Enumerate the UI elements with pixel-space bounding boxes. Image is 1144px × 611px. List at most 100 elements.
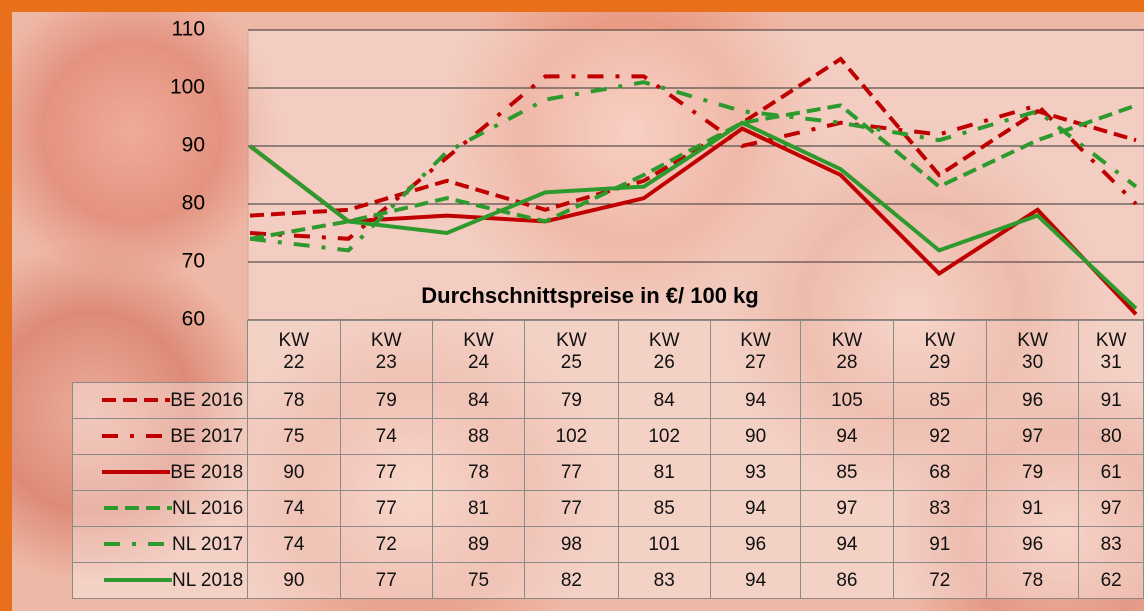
value-cell: 80 (1079, 419, 1144, 455)
legend-label: BE 2017 (170, 426, 243, 447)
value-cell: 89 (432, 527, 524, 563)
value-cell: 77 (340, 455, 432, 491)
value-cell: 97 (986, 419, 1078, 455)
value-cell: 68 (893, 455, 986, 491)
category-label: KW 25 (554, 330, 588, 374)
legend-cell: BE 2016 (73, 383, 248, 419)
value-cell: 91 (986, 491, 1078, 527)
category-label: KW 29 (923, 330, 957, 374)
value-cell: 96 (710, 527, 800, 563)
legend-cell: BE 2017 (73, 419, 248, 455)
value-cell: 78 (986, 563, 1078, 599)
value-cell: 90 (248, 455, 340, 491)
data-table: KW 22 KW 23 KW 24 KW 25 KW 26 KW 27 KW 28 KW 29… (72, 320, 1144, 599)
y-tick-label: 100 (170, 76, 205, 99)
value-cell: 93 (710, 455, 800, 491)
value-cell: 83 (1079, 527, 1144, 563)
value-cell: 105 (801, 383, 893, 419)
value-cell: 77 (525, 455, 618, 491)
y-tick-label: 80 (182, 192, 205, 215)
value-cell: 78 (432, 455, 524, 491)
value-cell: 72 (340, 527, 432, 563)
legend-swatch (102, 538, 172, 550)
value-cell: 92 (893, 419, 986, 455)
value-cell: 79 (525, 383, 618, 419)
value-cell: 86 (801, 563, 893, 599)
value-cell: 79 (986, 455, 1078, 491)
category-label: KW 28 (830, 330, 864, 374)
value-cell: 72 (893, 563, 986, 599)
category-cell: KW 26 (618, 321, 710, 383)
legend-label: NL 2016 (172, 498, 243, 519)
category-cell: KW 22 (248, 321, 340, 383)
value-cell: 82 (525, 563, 618, 599)
category-label: KW 22 (277, 330, 311, 374)
value-cell: 77 (340, 491, 432, 527)
legend-cell: BE 2018 (73, 455, 248, 491)
legend-label: BE 2016 (170, 390, 243, 411)
legend-cell: NL 2018 (73, 563, 248, 599)
value-cell: 81 (432, 491, 524, 527)
category-label: KW 27 (739, 330, 773, 374)
value-cell: 97 (1079, 491, 1144, 527)
value-cell: 85 (618, 491, 710, 527)
value-cell: 102 (618, 419, 710, 455)
category-cell: KW 24 (432, 321, 524, 383)
value-cell: 98 (525, 527, 618, 563)
value-cell: 85 (893, 383, 986, 419)
value-cell: 96 (986, 527, 1078, 563)
value-cell: 83 (893, 491, 986, 527)
value-cell: 94 (710, 563, 800, 599)
value-cell: 96 (986, 383, 1078, 419)
category-label: KW 24 (462, 330, 496, 374)
value-cell: 62 (1079, 563, 1144, 599)
value-cell: 102 (525, 419, 618, 455)
category-cell: KW 30 (986, 321, 1078, 383)
value-cell: 75 (248, 419, 340, 455)
value-cell: 75 (432, 563, 524, 599)
value-cell: 81 (618, 455, 710, 491)
corner (73, 321, 248, 383)
category-label: KW 31 (1094, 330, 1128, 374)
value-cell: 90 (710, 419, 800, 455)
category-cell: KW 23 (340, 321, 432, 383)
category-cell: KW 31 (1079, 321, 1144, 383)
category-label: KW 30 (1016, 330, 1050, 374)
value-cell: 74 (248, 527, 340, 563)
category-cell: KW 25 (525, 321, 618, 383)
category-cell: KW 28 (801, 321, 893, 383)
legend-cell: NL 2016 (73, 491, 248, 527)
category-label: KW 23 (369, 330, 403, 374)
legend-swatch (100, 430, 170, 442)
value-cell: 84 (432, 383, 524, 419)
value-cell: 91 (893, 527, 986, 563)
legend-label: NL 2017 (172, 534, 243, 555)
legend-swatch (102, 502, 172, 514)
value-cell: 101 (618, 527, 710, 563)
legend-swatch (102, 574, 172, 586)
plot-area (248, 30, 1144, 320)
value-cell: 90 (248, 563, 340, 599)
value-cell: 74 (248, 491, 340, 527)
legend-cell: NL 2017 (73, 527, 248, 563)
value-cell: 94 (801, 527, 893, 563)
legend-swatch (100, 466, 170, 478)
value-cell: 77 (340, 563, 432, 599)
value-cell: 94 (710, 383, 800, 419)
value-cell: 94 (710, 491, 800, 527)
legend-label: BE 2018 (170, 462, 243, 483)
chart-title: Durchschnittspreise in €/ 100 kg (421, 283, 758, 308)
page: 60708090100110Durchschnittspreise in €/ … (0, 0, 1144, 611)
value-cell: 79 (340, 383, 432, 419)
value-cell: 77 (525, 491, 618, 527)
value-cell: 85 (801, 455, 893, 491)
y-tick-label: 70 (182, 250, 205, 273)
y-tick-label: 90 (182, 134, 205, 157)
category-cell: KW 29 (893, 321, 986, 383)
header-row: KW 22 KW 23 KW 24 KW 25 KW 26 KW 27 KW 28 KW 29… (73, 321, 1144, 383)
